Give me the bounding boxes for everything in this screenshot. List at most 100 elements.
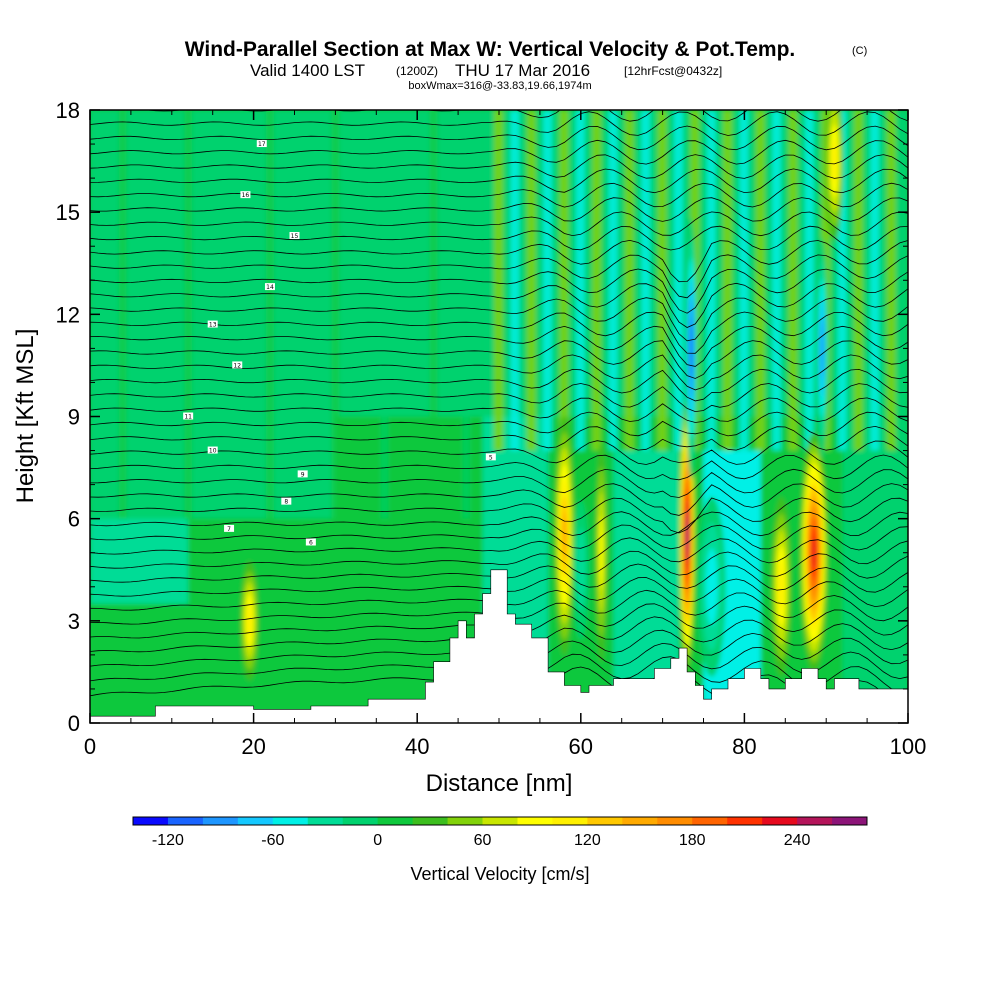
wave-streak [886,110,896,451]
isentrope-line [90,225,908,251]
isentrope-label-text: 8 [284,499,288,506]
isentrope-line [90,325,908,367]
colorbar-swatch [272,817,309,825]
wave-streak [673,110,683,451]
isentrope-line [90,297,908,342]
isentrope-label: 6 [305,538,316,547]
colorbar-swatch [412,817,449,825]
isentrope-label-text: 6 [309,540,313,547]
terrain [90,569,908,723]
colorbar-swatch [727,817,763,825]
x-axis: 0 20 40 60 80 100 [84,110,926,759]
y-tick-label: 15 [56,200,80,225]
isentrope-label: 10 [207,446,218,455]
isentrope-line [90,537,908,565]
wave-streak [739,110,749,451]
colorbar-swatch [622,817,658,825]
isentrope-line [90,182,908,208]
wave-streak [870,110,880,451]
isentrope-line [90,411,908,437]
isentrope-label-text: 15 [291,233,299,240]
field-band [842,416,908,723]
isentrope-line [90,483,908,516]
colorbar-swatch [342,817,379,825]
x-tick-label: 20 [241,734,265,759]
colorbar-tick-label: -120 [152,832,184,849]
downdraft-core [705,548,718,626]
wave-streak [788,110,798,451]
isentrope-line [90,311,908,354]
downdraft-core [689,318,693,379]
isentrope-label: 17 [256,140,267,148]
field-band [90,518,189,604]
wave-streak [853,110,863,451]
x-tick-label: 80 [732,734,756,759]
y-tick-label: 3 [68,609,80,634]
updraft-core [686,520,689,552]
x-tick-label: 40 [405,734,429,759]
updraft-core [599,516,604,590]
copyright-mark: (C) [852,45,867,57]
colorbar-swatch [797,817,833,825]
wave-streak [298,110,307,519]
colorbar-swatch [377,817,414,825]
isentrope-line [90,154,908,179]
isentrope-line [90,454,908,481]
updraft-core [247,604,252,638]
wave-streak [510,110,520,451]
isentrope-line [90,354,908,391]
colorbar-swatch [552,817,588,825]
x-tick-label: 0 [84,734,96,759]
isentrope-label-text: 17 [258,141,266,148]
wave-streak [494,110,503,451]
x-tick-label: 60 [569,734,593,759]
isentrope-label-text: 9 [301,471,305,478]
wave-streak [723,110,733,451]
isentrope-line [90,550,908,579]
wave-streak [151,110,160,519]
colorbar-frame [132,816,868,826]
box-info: boxWmax=316@-33.83,19.66,1974m [408,80,591,92]
isentrope-line [90,440,908,465]
wave-streak [706,110,716,451]
y-tick-label: 9 [68,405,80,430]
wave-streak [543,110,553,451]
isentrope-label-text: 12 [233,362,241,369]
isentrope-label: 5 [485,453,496,461]
colorbar-swatch [587,817,623,825]
colorbar-swatch [832,817,868,825]
colorbar-swatch [517,817,553,825]
isentrope-label: 11 [183,412,194,421]
title-block: Wind-Parallel Section at Max W: Vertical… [185,38,868,92]
isentrope-line [90,268,908,314]
isentrope-line [90,282,908,328]
isentrope-label-text: 7 [227,526,231,533]
wave-streak [216,110,225,519]
colorbar-swatch [657,817,693,825]
wave-streak [331,110,340,519]
colorbar-tick-label: -60 [261,832,284,849]
colorbar-label: Vertical Velocity [cm/s] [410,864,589,884]
isentrope-labels: 17 16 15 14 13 12 11 10 9 8 7 6 5 [183,140,496,547]
isentrope-line [90,239,908,283]
updraft-core [562,511,567,560]
colorbar-swatch [237,817,274,825]
isentrope-label: 15 [289,232,300,240]
wave-streak [559,110,569,451]
isentrope-label: 7 [224,524,235,533]
isentrope-line [90,397,908,423]
isentrope-label: 8 [281,497,292,506]
isentrope-line [90,425,908,451]
isentrope-line [90,125,908,151]
wave-streak [755,110,765,451]
y-axis: 0 3 6 9 12 15 18 [56,98,908,736]
velocity-field [90,110,908,723]
chart-title: Wind-Parallel Section at Max W: Vertical… [185,38,796,61]
isentrope-line [90,211,908,237]
isentrope-line [90,168,908,194]
wave-streak [118,110,127,519]
colorbar-swatch [447,817,484,825]
colorbar-tick-label: 240 [784,832,811,849]
isentrope-line [90,524,908,551]
